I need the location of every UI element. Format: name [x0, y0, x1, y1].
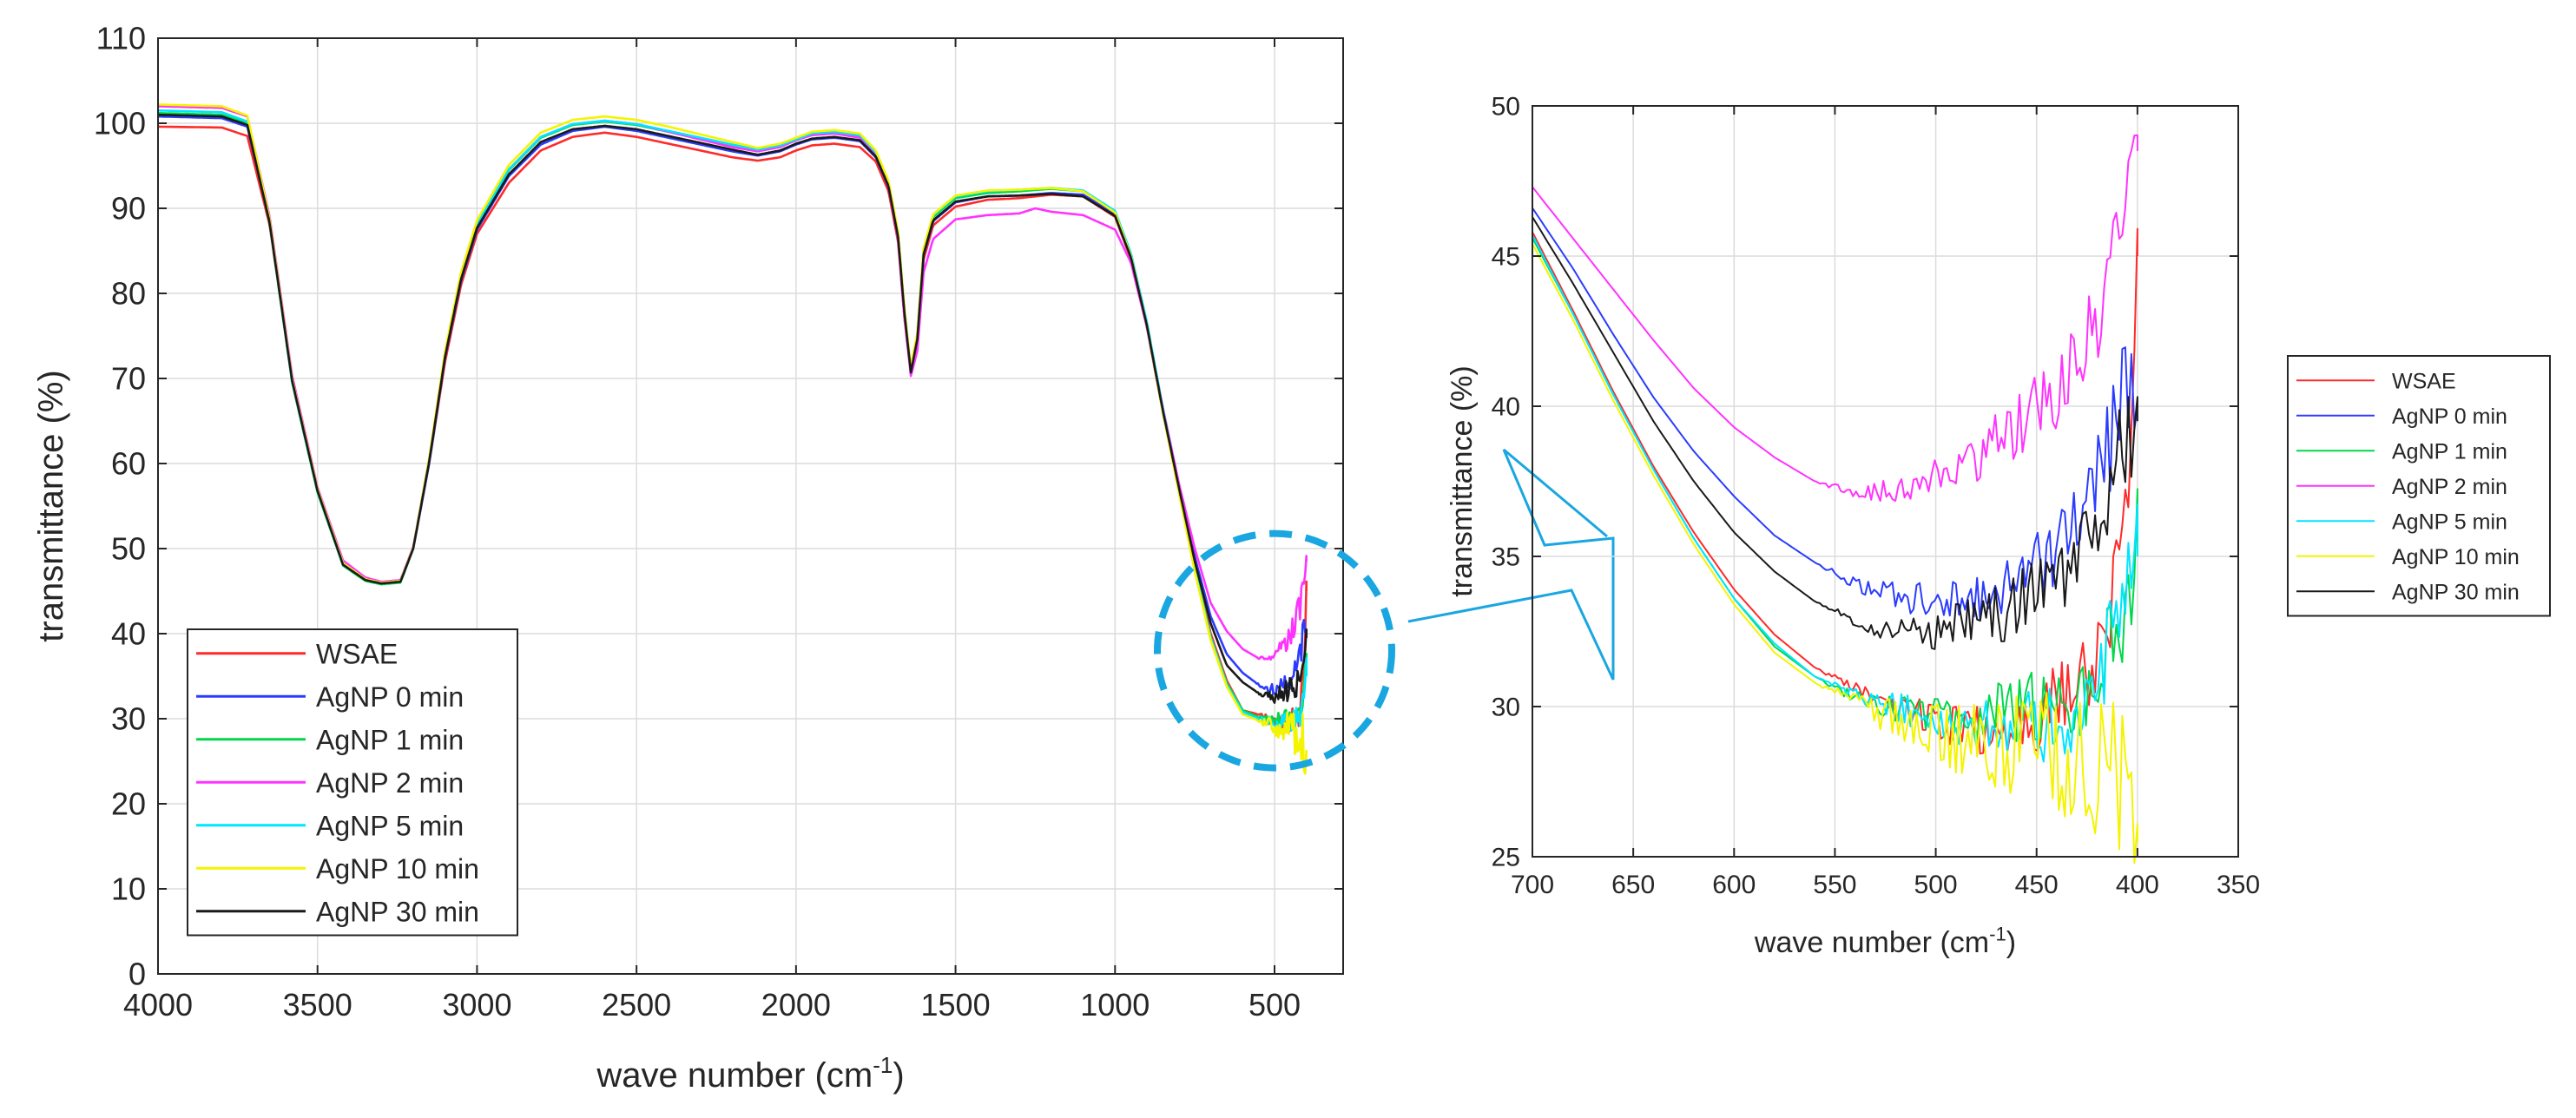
series-line-agnp-2-min — [1532, 134, 2138, 503]
y-tick-label: 20 — [111, 786, 146, 822]
legend-label-agnp-0-min: AgNP 0 min — [2392, 404, 2507, 429]
y-tick-label: 50 — [111, 531, 146, 567]
x-tick-label: 400 — [2116, 871, 2159, 899]
x-tick-label: 500 — [1914, 871, 1958, 899]
legend-label-agnp-2-min: AgNP 2 min — [2392, 475, 2507, 499]
legend-label-agnp-1-min: AgNP 1 min — [2392, 439, 2507, 464]
legend-label-agnp-5-min: AgNP 5 min — [316, 810, 464, 841]
series-line-agnp-30-min — [1532, 216, 2138, 650]
series-line-agnp-2-min — [158, 105, 1308, 661]
series-line-agnp-10-min — [157, 103, 1308, 775]
y-tick-label: 110 — [96, 21, 146, 56]
y-tick-label: 80 — [111, 276, 146, 312]
series-line-agnp-10-min — [1532, 243, 2138, 865]
y-tick-label: 10 — [111, 871, 146, 907]
x-axis-label-text: wave number (cm — [596, 1056, 873, 1095]
main-chart: 4000 3500 3000 2500 2000 1500 1000 500 0 10 20 30 40… — [32, 21, 1344, 1095]
legend-label-agnp-2-min: AgNP 2 min — [316, 767, 464, 799]
y-tick-label: 40 — [1492, 393, 1520, 422]
x-axis-label-end: ) — [893, 1056, 904, 1095]
x-tick-label: 2500 — [602, 987, 671, 1023]
series-line-agnp-0-min — [1532, 207, 2138, 622]
x-tick-label: 350 — [2217, 871, 2260, 899]
x-tick-label: 650 — [1611, 871, 1655, 899]
y-tick-label: 100 — [94, 106, 146, 141]
legend-label-wsae: WSAE — [2392, 369, 2456, 393]
x-tick-label: 500 — [1248, 987, 1301, 1023]
plot-frame — [157, 37, 1344, 975]
x-axis-label: wave number (cm-1) — [596, 1052, 904, 1095]
y-axis-label: transmittance (%) — [32, 370, 70, 641]
x-tick-label: 700 — [1511, 871, 1554, 899]
y-tick-label: 90 — [111, 191, 146, 227]
zoom-marker-circle — [1154, 529, 1396, 772]
zoom-connector — [1154, 448, 1615, 772]
y-axis-label: transmittance (%) — [1446, 365, 1479, 596]
y-tick-label: 50 — [1492, 93, 1520, 122]
series-line-agnp-5-min — [1532, 234, 2138, 763]
legend-label-agnp-0-min: AgNP 0 min — [316, 681, 464, 713]
legend-label-agnp-30-min: AgNP 30 min — [316, 896, 479, 927]
x-tick-label: 550 — [1813, 871, 1856, 899]
y-tick-label: 0 — [128, 957, 146, 992]
x-tick-label: 1000 — [1080, 987, 1150, 1023]
legend-label-agnp-30-min: AgNP 30 min — [2392, 580, 2520, 604]
y-tick-label: 40 — [111, 616, 146, 652]
x-axis-label-end: ) — [2006, 926, 2016, 959]
legend-label-agnp-10-min: AgNP 10 min — [2392, 545, 2520, 569]
x-tick-label: 3000 — [442, 987, 511, 1023]
x-tick-label: 3500 — [283, 987, 352, 1023]
x-axis-label-superscript: -1 — [873, 1052, 893, 1078]
y-tick-label: 60 — [111, 446, 146, 482]
x-tick-label: 600 — [1712, 871, 1756, 899]
x-tick-label: 1500 — [921, 987, 991, 1023]
x-tick-label: 4000 — [123, 987, 193, 1023]
y-tick-label: 30 — [111, 701, 146, 737]
x-axis-label-text: wave number (cm — [1754, 926, 1989, 959]
x-axis-label: wave number (cm-1) — [1754, 923, 2016, 959]
zoom-chart: 700 650 600 550 500 450 400 350 25 30 35 40 45 50 wave… — [1446, 93, 2551, 959]
series-line-agnp-30-min — [158, 113, 1308, 704]
legend-label-agnp-10-min: AgNP 10 min — [316, 853, 479, 885]
x-tick-label: 2000 — [761, 987, 831, 1023]
legend-label-agnp-5-min: AgNP 5 min — [2392, 510, 2507, 534]
y-tick-label: 70 — [111, 361, 146, 397]
y-tick-label: 25 — [1492, 844, 1520, 872]
plot-frame — [1532, 105, 2239, 858]
x-tick-label: 450 — [2015, 871, 2059, 899]
legend-label-agnp-1-min: AgNP 1 min — [316, 724, 464, 755]
y-tick-label: 45 — [1492, 243, 1520, 272]
y-tick-label: 35 — [1492, 543, 1520, 572]
x-axis-label-superscript: -1 — [1989, 923, 2006, 944]
y-tick-label: 30 — [1492, 694, 1520, 722]
zoom-arrow — [1407, 448, 1615, 681]
legend-label-wsae: WSAE — [316, 638, 398, 669]
